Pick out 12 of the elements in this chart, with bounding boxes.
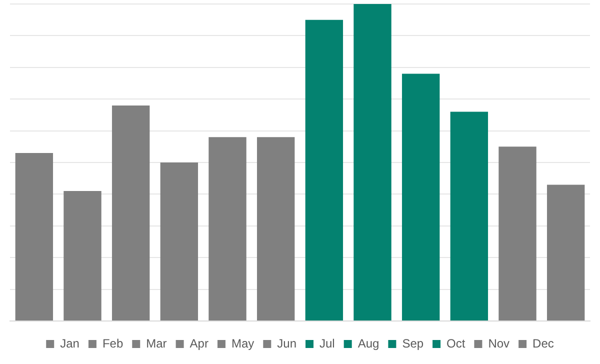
legend-label: Feb [102,336,124,350]
legend-label: Mar [146,336,167,350]
legend-label: Jun [277,336,297,350]
legend-label: Sep [402,336,424,350]
legend-label: Oct [446,336,466,350]
legend-label: Dec [532,336,554,350]
legend-label: Apr [190,336,208,350]
legend-label: Jul [319,336,335,350]
legend-label: May [231,336,254,350]
legend-label: Aug [358,336,380,350]
legend-label: Nov [488,336,510,350]
legend-label: Jan [60,336,80,350]
